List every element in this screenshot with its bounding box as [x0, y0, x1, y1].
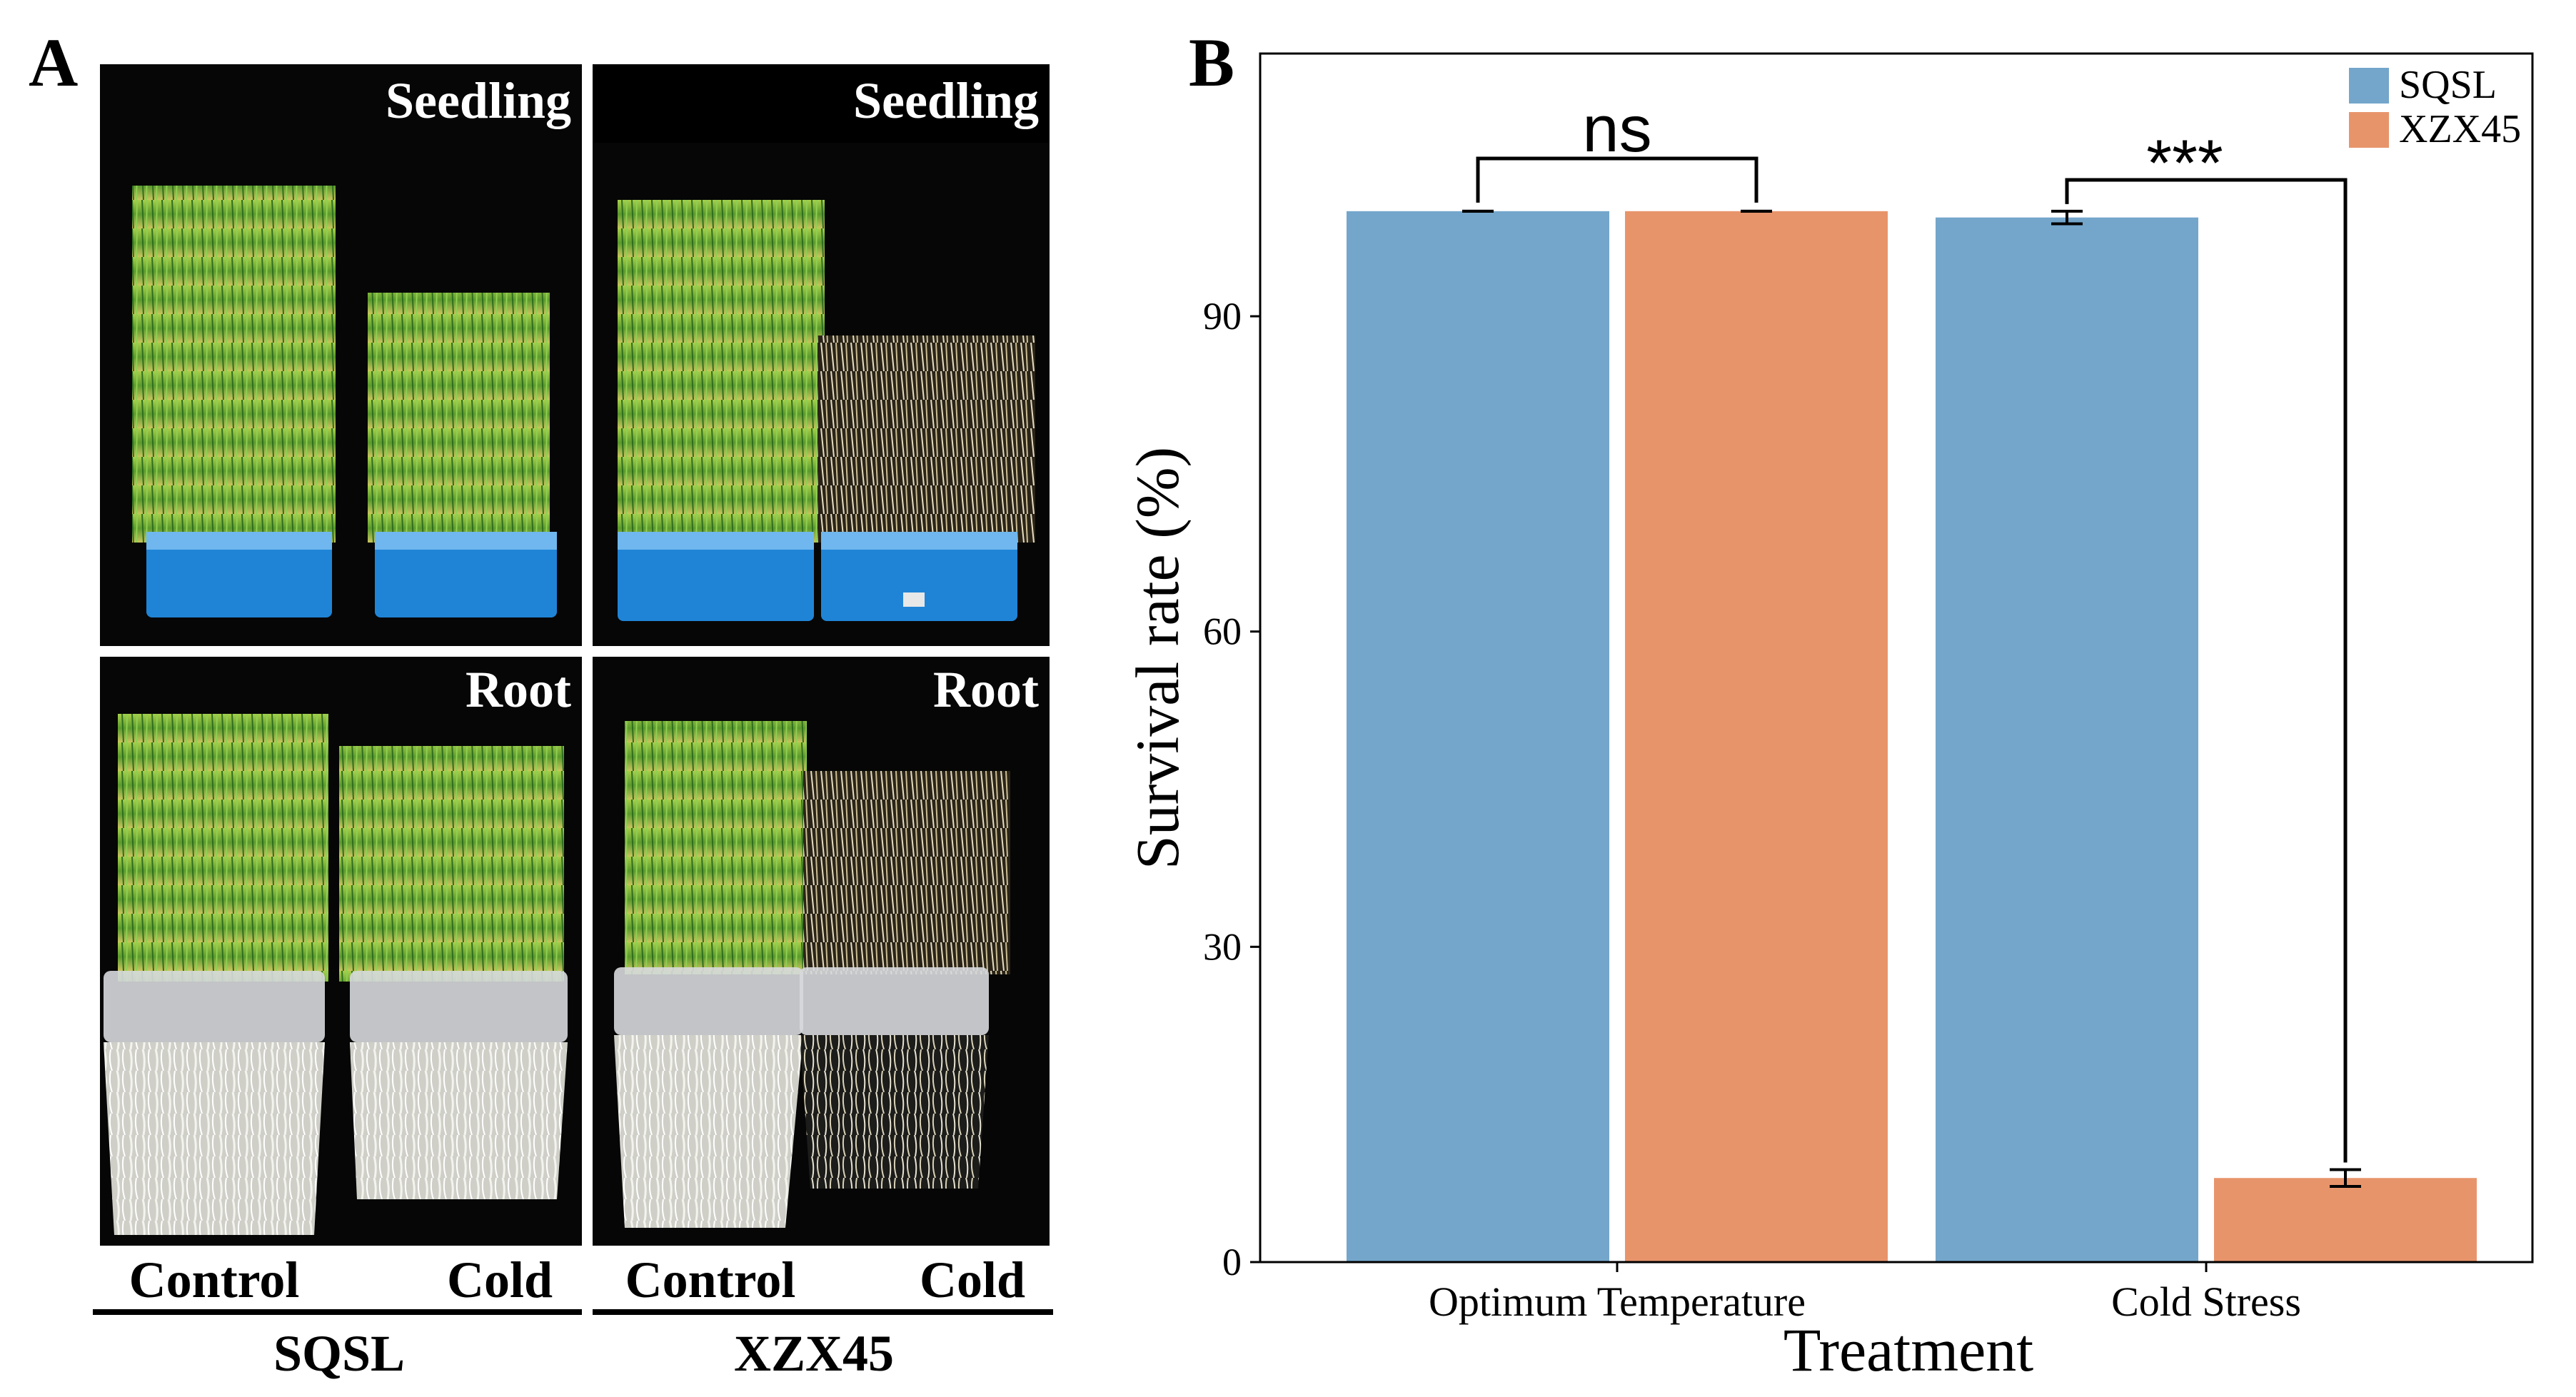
photo-label-root: Root [933, 661, 1039, 718]
panel-a-letter: A [29, 24, 78, 101]
condition-label-control: Control [625, 1251, 796, 1308]
photo-sqsl-seedling: Seedling [100, 64, 582, 646]
survival-rate-chart: ns *** 0 30 60 90 Optimum Temperature Cold St… [1123, 52, 2534, 1384]
variety-label-sqsl: SQSL [273, 1325, 405, 1382]
bar-xzx45 [2214, 1178, 2477, 1262]
photo-label-root: Root [466, 661, 571, 718]
legend-swatch-xzx45 [2349, 112, 2389, 148]
photo-label-seedling: Seedling [386, 72, 571, 129]
significance-label: *** [2146, 127, 2223, 200]
y-tick-label: 30 [1203, 925, 1242, 968]
condition-label-control: Control [129, 1251, 300, 1308]
plot-frame [1259, 52, 2534, 1264]
bar-sqsl [1936, 217, 2198, 1262]
x-tick-label: Optimum Temperature [1429, 1279, 1806, 1325]
significance-bracket [2065, 178, 2348, 1163]
photo-label-seedling: Seedling [853, 72, 1039, 129]
variety-label-xzx45: XZX45 [734, 1325, 894, 1382]
condition-label-cold: Cold [447, 1251, 553, 1308]
photo-xzx45-seedling: Seedling [593, 64, 1050, 646]
bar-sqsl [1347, 211, 1609, 1263]
significance-bracket [1476, 156, 1759, 203]
y-tick-label: 90 [1203, 295, 1242, 338]
x-tick-label: Cold Stress [2111, 1279, 2301, 1325]
y-tick-label: 60 [1203, 610, 1242, 653]
x-axis-title: Treatment [1783, 1316, 2033, 1384]
condition-label-cold: Cold [920, 1251, 1025, 1308]
legend-swatch-sqsl [2349, 68, 2389, 104]
significance-label: ns [1582, 93, 1651, 166]
legend-label: XZX45 [2399, 107, 2521, 151]
bar-xzx45 [1625, 211, 1888, 1263]
y-tick-label: 0 [1222, 1241, 1242, 1283]
panel-b-letter: B [1189, 24, 1234, 101]
legend-label: SQSL [2399, 63, 2497, 107]
photo-sqsl-root: Root [100, 657, 582, 1246]
photo-xzx45-root: Root [593, 657, 1050, 1246]
y-axis-title: Survival rate (%) [1123, 447, 1192, 869]
